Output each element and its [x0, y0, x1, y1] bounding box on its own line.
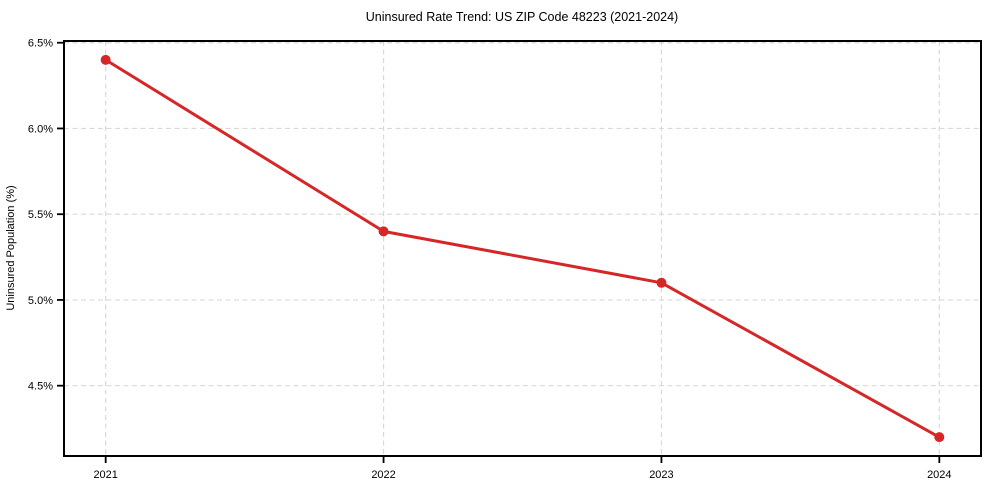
- y-tick-label: 6.0%: [28, 123, 53, 135]
- plot-border: [63, 40, 982, 457]
- x-tick-label: 2022: [371, 469, 395, 481]
- y-axis-label: Uninsured Population (%): [5, 185, 17, 310]
- data-point-marker: [656, 277, 667, 288]
- plot-area: 4.5% 5.0% 5.5% 6.0% 6.5% 2021 2022 2023 2024: [28, 38, 982, 481]
- data-point-marker: [378, 226, 389, 237]
- y-tick-label: 6.5%: [28, 38, 53, 50]
- data-point-marker: [100, 54, 111, 65]
- data-point-marker: [934, 432, 945, 443]
- x-tick-label: 2021: [93, 469, 117, 481]
- x-tick-label: 2023: [649, 469, 673, 481]
- chart-title: Uninsured Rate Trend: US ZIP Code 48223 …: [366, 10, 678, 24]
- y-tick-label: 5.0%: [28, 295, 53, 307]
- x-tick-label: 2024: [927, 469, 951, 481]
- y-tick-label: 5.5%: [28, 209, 53, 221]
- trend-line: [104, 58, 941, 439]
- y-tick-label: 4.5%: [28, 381, 53, 393]
